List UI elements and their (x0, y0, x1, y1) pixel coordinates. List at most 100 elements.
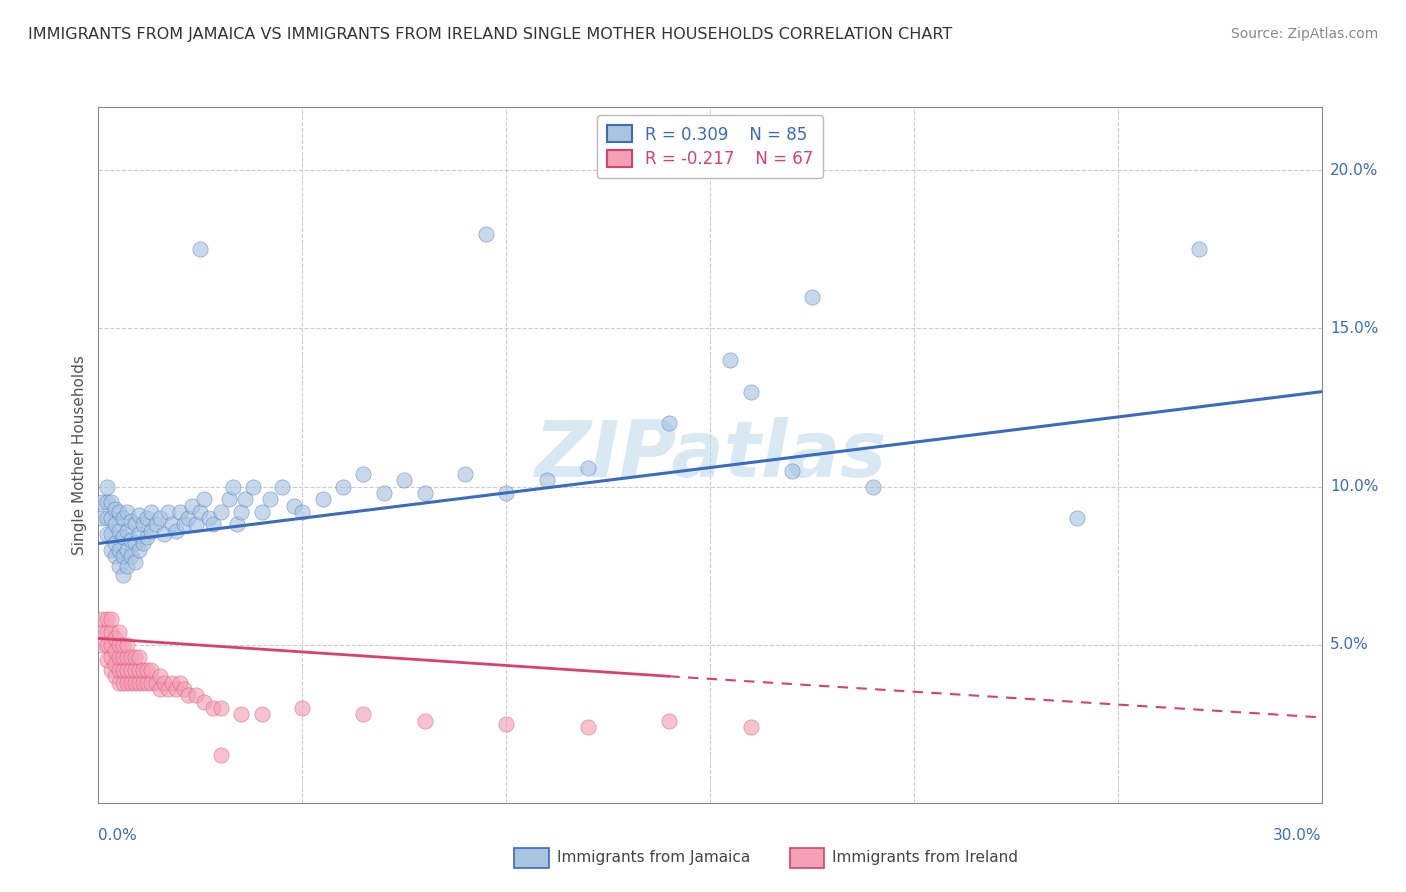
Point (1188, 243, 1211, 257)
Point (188, 243, 212, 257)
Point (231, 505, 253, 519)
Text: 0.0%: 0.0% (98, 828, 138, 843)
Point (96, 638, 118, 652)
Point (91, 511, 114, 525)
Point (96, 625, 118, 640)
Point (111, 511, 134, 525)
Point (91, 495, 114, 509)
Point (136, 530, 159, 544)
Point (100, 542, 122, 557)
Point (177, 688, 200, 702)
Point (576, 460, 599, 475)
Point (136, 675, 159, 690)
Point (495, 716, 517, 731)
Point (96, 612, 118, 626)
Point (124, 556, 146, 570)
Point (115, 558, 138, 573)
Point (108, 558, 131, 573)
Point (250, 505, 273, 519)
Point (115, 505, 138, 519)
Point (352, 467, 374, 481)
Point (100, 495, 122, 509)
Point (108, 505, 131, 519)
Point (115, 675, 138, 690)
Point (104, 517, 127, 532)
Point (536, 473, 558, 487)
Point (495, 486, 517, 500)
Point (108, 542, 131, 557)
Point (136, 663, 159, 677)
Point (91, 638, 114, 652)
Point (156, 505, 179, 519)
Point (201, 701, 224, 715)
Point (120, 514, 142, 528)
Point (152, 527, 174, 541)
Point (152, 675, 174, 690)
Point (115, 542, 138, 557)
Point (454, 467, 477, 481)
Point (128, 675, 150, 690)
Point (100, 511, 122, 525)
Point (115, 663, 138, 677)
Point (165, 681, 187, 696)
Point (100, 650, 122, 665)
Text: Source: ZipAtlas.com: Source: ZipAtlas.com (1230, 27, 1378, 41)
Point (111, 675, 134, 690)
Point (233, 492, 256, 507)
Point (801, 290, 824, 304)
Point (780, 464, 803, 478)
Point (104, 501, 127, 516)
Point (128, 527, 150, 541)
Point (128, 508, 150, 522)
Point (96, 653, 118, 667)
Point (658, 714, 681, 728)
Point (209, 505, 232, 519)
Point (231, 707, 253, 722)
Point (718, 353, 742, 368)
Point (104, 669, 127, 683)
Point (100, 663, 122, 677)
Point (120, 650, 142, 665)
Point (120, 663, 142, 677)
Point (250, 707, 273, 722)
Point (115, 524, 138, 538)
Point (132, 536, 155, 550)
Point (132, 517, 155, 532)
Point (115, 650, 138, 665)
Point (132, 675, 155, 690)
Point (141, 663, 163, 677)
Text: 30.0%: 30.0% (1274, 828, 1322, 843)
Text: IMMIGRANTS FROM JAMAICA VS IMMIGRANTS FROM IRELAND SINGLE MOTHER HOUSEHOLDS CORR: IMMIGRANTS FROM JAMAICA VS IMMIGRANTS FR… (28, 27, 952, 42)
Point (352, 707, 374, 722)
Point (128, 663, 150, 677)
Point (201, 517, 224, 532)
Point (108, 625, 131, 640)
Point (188, 505, 212, 519)
Point (100, 638, 122, 652)
Point (124, 675, 146, 690)
Text: 10.0%: 10.0% (1330, 479, 1378, 494)
Point (111, 638, 134, 652)
Point (222, 479, 245, 493)
Point (108, 638, 131, 652)
Point (209, 748, 232, 763)
Point (740, 384, 762, 399)
Point (270, 479, 294, 493)
Point (145, 675, 167, 690)
Point (111, 663, 134, 677)
Point (108, 524, 131, 538)
Point (124, 517, 146, 532)
Point (108, 650, 131, 665)
Point (96, 527, 118, 541)
Point (100, 625, 122, 640)
Point (91, 612, 114, 626)
Point (111, 568, 134, 582)
Point (104, 644, 127, 658)
Text: 20.0%: 20.0% (1330, 163, 1378, 178)
Point (108, 663, 131, 677)
FancyBboxPatch shape (515, 848, 548, 868)
Point (186, 688, 208, 702)
Point (291, 701, 314, 715)
Point (120, 675, 142, 690)
Point (100, 612, 122, 626)
